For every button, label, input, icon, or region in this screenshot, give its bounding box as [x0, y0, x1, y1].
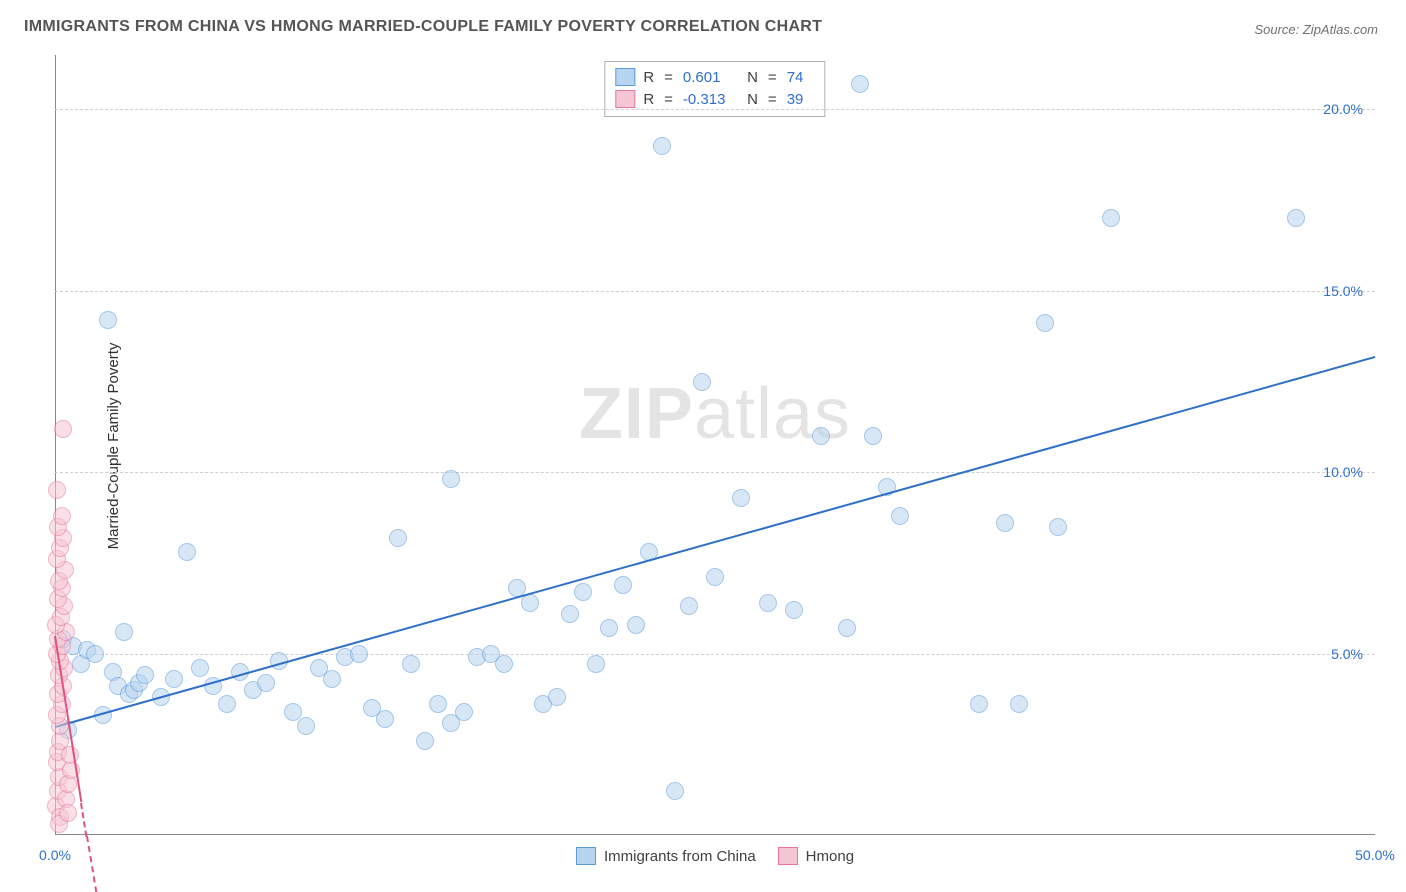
regression-line	[86, 836, 109, 892]
scatter-point	[1287, 209, 1305, 227]
scatter-point	[785, 601, 803, 619]
legend-eq: =	[768, 69, 777, 86]
scatter-point	[59, 804, 77, 822]
legend-series-label: Immigrants from China	[604, 848, 756, 865]
scatter-point	[402, 655, 420, 673]
scatter-point	[53, 507, 71, 525]
legend-r-label: R	[643, 91, 654, 108]
scatter-point	[851, 75, 869, 93]
regression-line	[80, 803, 87, 837]
y-tick-label: 20.0%	[1323, 101, 1363, 117]
scatter-point	[838, 619, 856, 637]
scatter-point	[1102, 209, 1120, 227]
legend-eq: =	[664, 69, 673, 86]
legend-item: Immigrants from China	[576, 847, 756, 865]
scatter-point	[548, 688, 566, 706]
scatter-point	[257, 674, 275, 692]
scatter-point	[1036, 314, 1054, 332]
scatter-point	[218, 695, 236, 713]
scatter-point	[693, 373, 711, 391]
scatter-point	[136, 666, 154, 684]
legend-row: R = 0.601 N = 74	[615, 66, 814, 88]
legend-n-label: N	[743, 91, 758, 108]
scatter-point	[574, 583, 592, 601]
legend-eq: =	[768, 91, 777, 108]
scatter-point	[706, 568, 724, 586]
scatter-point	[191, 659, 209, 677]
scatter-point	[561, 605, 579, 623]
scatter-point	[323, 670, 341, 688]
x-tick-label: 50.0%	[1355, 847, 1395, 863]
scatter-point	[812, 427, 830, 445]
scatter-point	[54, 420, 72, 438]
scatter-point	[680, 597, 698, 615]
legend-n-label: N	[743, 69, 758, 86]
scatter-point	[653, 137, 671, 155]
scatter-point	[429, 695, 447, 713]
legend-swatch	[576, 847, 596, 865]
scatter-point	[891, 507, 909, 525]
legend-series: Immigrants from China Hmong	[576, 847, 854, 865]
y-tick-label: 10.0%	[1323, 464, 1363, 480]
legend-swatch	[615, 90, 635, 108]
scatter-point	[759, 594, 777, 612]
legend-n-value: 39	[787, 91, 815, 108]
legend-swatch	[615, 68, 635, 86]
legend-series-label: Hmong	[806, 848, 854, 865]
legend-r-value: -0.313	[683, 91, 735, 108]
scatter-point	[376, 710, 394, 728]
scatter-point	[416, 732, 434, 750]
scatter-point	[86, 645, 104, 663]
legend-r-label: R	[643, 69, 654, 86]
legend-swatch	[778, 847, 798, 865]
scatter-point	[1010, 695, 1028, 713]
legend-item: Hmong	[778, 847, 854, 865]
chart-title: IMMIGRANTS FROM CHINA VS HMONG MARRIED-C…	[24, 18, 822, 36]
scatter-point	[600, 619, 618, 637]
scatter-point	[442, 470, 460, 488]
scatter-point	[115, 623, 133, 641]
scatter-point	[48, 481, 66, 499]
scatter-point	[864, 427, 882, 445]
scatter-point	[178, 543, 196, 561]
scatter-point	[666, 782, 684, 800]
scatter-point	[1049, 518, 1067, 536]
scatter-point	[627, 616, 645, 634]
gridline	[55, 472, 1375, 473]
scatter-point	[389, 529, 407, 547]
legend-row: R = -0.313 N = 39	[615, 88, 814, 110]
gridline	[55, 654, 1375, 655]
y-tick-label: 15.0%	[1323, 283, 1363, 299]
y-tick-label: 5.0%	[1331, 646, 1363, 662]
scatter-point	[297, 717, 315, 735]
scatter-point	[455, 703, 473, 721]
regression-line	[55, 356, 1376, 728]
scatter-point	[165, 670, 183, 688]
source-label: Source: ZipAtlas.com	[1254, 22, 1378, 37]
scatter-point	[996, 514, 1014, 532]
scatter-plot: ZIPatlas R=0.601 N=74R=-0.313 N=39 Immig…	[55, 55, 1375, 835]
gridline	[55, 109, 1375, 110]
scatter-point	[495, 655, 513, 673]
legend-n-value: 74	[787, 69, 815, 86]
scatter-point	[587, 655, 605, 673]
scatter-point	[350, 645, 368, 663]
watermark: ZIPatlas	[579, 373, 851, 455]
gridline	[55, 291, 1375, 292]
scatter-point	[284, 703, 302, 721]
legend-eq: =	[664, 91, 673, 108]
scatter-point	[732, 489, 750, 507]
scatter-point	[614, 576, 632, 594]
x-tick-label: 0.0%	[39, 847, 71, 863]
x-axis-line	[55, 834, 1375, 835]
scatter-point	[99, 311, 117, 329]
legend-r-value: 0.601	[683, 69, 735, 86]
scatter-point	[970, 695, 988, 713]
